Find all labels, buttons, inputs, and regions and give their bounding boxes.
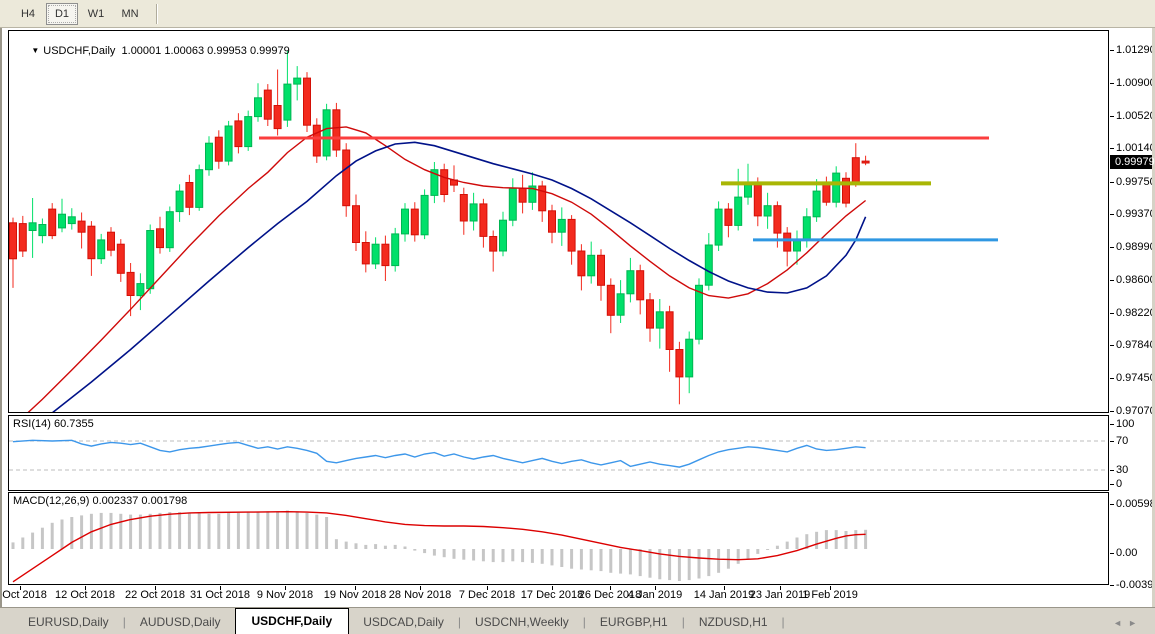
window-right-edge [1152, 28, 1155, 607]
date-label-3-oct-2018: 3 Oct 2018 [0, 589, 47, 601]
macd-indicator-panel: MACD(12,26,9) 0.002337 0.001798 [8, 492, 1109, 585]
date-tick [655, 586, 656, 590]
price-tick-0.99370: 0.99370 [1110, 208, 1155, 221]
tab-separator: | [681, 615, 685, 629]
date-tick [487, 586, 488, 590]
timeframe-button-d1[interactable]: D1 [46, 2, 78, 25]
rsi-tick-0: 0 [1110, 478, 1122, 491]
rsi-tick-30: 30 [1110, 464, 1128, 477]
date-label-14-jan-2019: 14 Jan 2019 [693, 589, 755, 601]
chart-symbol-label: USDCHF,Daily [43, 45, 116, 57]
chart-window: ▼ USDCHF,Daily 1.00001 1.00063 0.99953 0.… [0, 28, 1155, 607]
tab-separator: | [122, 615, 126, 629]
chart-tab-bar: EURUSD,Daily | AUDUSD,Daily USDCHF,Daily USD… [0, 607, 1155, 634]
date-label-7-dec-2018: 7 Dec 2018 [458, 589, 516, 601]
chart-title: ▼ USDCHF,Daily 1.00001 1.00063 0.99953 0.… [13, 33, 290, 69]
price-tick-0.99750: 0.99750 [1110, 176, 1155, 189]
date-label-12-oct-2018: 12 Oct 2018 [55, 589, 115, 601]
date-label-23-jan-2019: 23 Jan 2019 [749, 589, 811, 601]
tab-nzdusd-h1[interactable]: NZDUSD,H1 [698, 615, 768, 629]
date-label-22-oct-2018: 22 Oct 2018 [125, 589, 185, 601]
date-label-1-feb-2019: 1 Feb 2019 [802, 589, 858, 601]
rsi-chart-canvas[interactable] [9, 416, 1108, 490]
price-tick-0.97070: 0.97070 [1110, 405, 1155, 418]
tab-eurusd-daily[interactable]: EURUSD,Daily [28, 615, 109, 629]
date-label-9-nov-2018: 9 Nov 2018 [256, 589, 314, 601]
macd-label: MACD(12,26,9) 0.002337 0.001798 [13, 495, 188, 507]
candlestick-chart-canvas[interactable] [9, 31, 1108, 412]
tab-usdchf-daily[interactable]: USDCHF,Daily [234, 608, 350, 634]
tab-separator: | [582, 615, 586, 629]
price-tick-0.97840: 0.97840 [1110, 339, 1155, 352]
price-tick-0.98600: 0.98600 [1110, 274, 1155, 287]
current-price-badge: 0.99979 [1110, 155, 1155, 169]
tab-scroll-arrows: ◄► [1113, 618, 1143, 634]
date-axis: 3 Oct 2018 12 Oct 2018 22 Oct 2018 31 Oct 2… [0, 586, 1109, 607]
date-label-31-oct-2018: 31 Oct 2018 [190, 589, 250, 601]
tab-eurgbp-h1[interactable]: EURGBP,H1 [599, 615, 668, 629]
date-tick [552, 586, 553, 590]
tab-usdcnh-weekly[interactable]: USDCNH,Weekly [475, 615, 569, 629]
rsi-tick-70: 70 [1110, 435, 1128, 448]
tab-separator: | [781, 615, 785, 629]
macd-tick-0.00: 0.00 [1110, 547, 1137, 560]
rsi-indicator-panel: RSI(14) 60.7355 [8, 415, 1109, 491]
toolbar-separator [156, 3, 158, 24]
date-tick [285, 586, 286, 590]
macd-tick--0.003954: -0.003954 [1110, 579, 1155, 592]
price-tick-1.00140: 1.00140 [1110, 142, 1155, 155]
tab-audusd-daily[interactable]: AUDUSD,Daily [139, 615, 221, 629]
timeframe-button-mn[interactable]: MN [114, 3, 146, 25]
price-tick-1.00900: 1.00900 [1110, 77, 1155, 90]
rsi-tick-100: 100 [1110, 418, 1134, 431]
tab-usdcad-daily[interactable]: USDCAD,Daily [363, 615, 444, 629]
price-tick-0.98220: 0.98220 [1110, 307, 1155, 320]
date-tick [155, 586, 156, 590]
date-tick [780, 586, 781, 590]
price-chart-panel: ▼ USDCHF,Daily 1.00001 1.00063 0.99953 0.… [8, 30, 1109, 413]
timeframe-button-w1[interactable]: W1 [80, 3, 112, 25]
chevron-down-icon: ▼ [31, 46, 40, 55]
date-tick [610, 586, 611, 590]
macd-tick-0.005985: 0.005985 [1110, 498, 1155, 511]
macd-chart-canvas[interactable] [9, 493, 1108, 584]
timeframe-buttons: H4 D1 W1 MN [12, 2, 148, 25]
chart-tabs: EURUSD,Daily | AUDUSD,Daily USDCHF,Daily USD… [14, 608, 785, 634]
tab-separator: | [457, 615, 461, 629]
tab-scroll-right-icon[interactable]: ► [1128, 618, 1143, 628]
chart-ohlc-values: 1.00001 1.00063 0.99953 0.99979 [121, 45, 290, 57]
date-tick [420, 586, 421, 590]
date-tick [355, 586, 356, 590]
timeframe-button-h4[interactable]: H4 [12, 3, 44, 25]
price-tick-0.98990: 0.98990 [1110, 241, 1155, 254]
date-label-28-nov-2018: 28 Nov 2018 [388, 589, 452, 601]
tab-scroll-left-icon[interactable]: ◄ [1113, 618, 1129, 628]
date-label-19-nov-2018: 19 Nov 2018 [323, 589, 387, 601]
price-tick-0.97450: 0.97450 [1110, 372, 1155, 385]
date-tick [220, 586, 221, 590]
date-tick [20, 586, 21, 590]
date-tick [830, 586, 831, 590]
date-tick [85, 586, 86, 590]
price-scale-gutter: 0.99979 1.01290 1.00900 1.00520 1.00140 0.99… [1110, 28, 1155, 607]
date-label-26-dec-2018: 26 Dec 2018 [578, 589, 642, 601]
price-tick-1.01290: 1.01290 [1110, 44, 1155, 57]
date-tick [724, 586, 725, 590]
rsi-label: RSI(14) 60.7355 [13, 418, 94, 430]
timeframe-toolbar: H4 D1 W1 MN [0, 0, 1155, 28]
date-label-17-dec-2018: 17 Dec 2018 [520, 589, 584, 601]
price-tick-1.00520: 1.00520 [1110, 110, 1155, 123]
date-label-4-jan-2019: 4 Jan 2019 [627, 589, 683, 601]
